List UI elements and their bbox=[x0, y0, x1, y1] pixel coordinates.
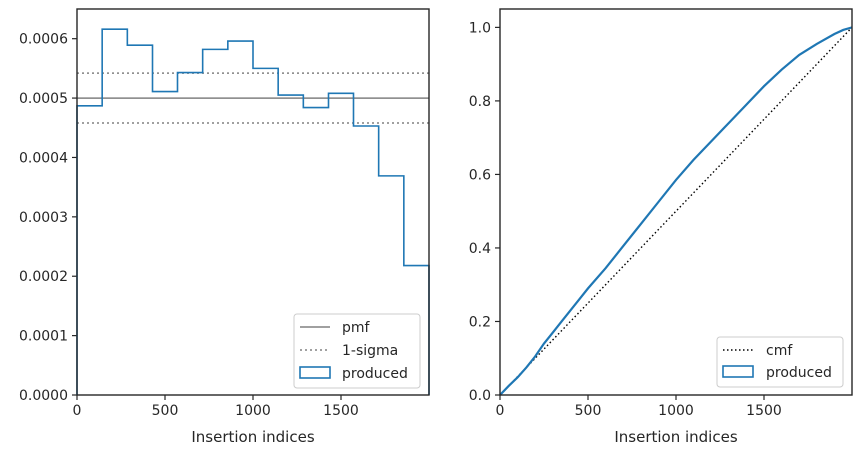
left-ytick-label: 0.0000 bbox=[19, 388, 68, 404]
right-xtick-label: 1000 bbox=[658, 403, 694, 419]
left-ytick-label: 0.0002 bbox=[19, 269, 68, 285]
left-axes-frame bbox=[76, 8, 430, 396]
left-xtick-label: 1500 bbox=[323, 403, 359, 419]
left-xtick-label: 500 bbox=[152, 403, 179, 419]
left-ytick-label: 0.0001 bbox=[19, 329, 68, 345]
right-ytick-label: 0.4 bbox=[469, 241, 491, 257]
left-xtick-label: 1000 bbox=[235, 403, 271, 419]
legend-produced-label: produced bbox=[766, 365, 832, 381]
left-legend-box bbox=[293, 313, 421, 389]
left-ytick-label: 0.0004 bbox=[19, 150, 68, 166]
produced-histogram-step bbox=[76, 28, 430, 395]
right-ytick-label: 0.6 bbox=[469, 167, 491, 183]
left-ytick-label: 0.0003 bbox=[19, 210, 68, 226]
left-legend: pmf 1-sigma produced bbox=[293, 313, 421, 389]
produced-cdf-line bbox=[499, 26, 853, 396]
right-ytick-label: 0.0 bbox=[469, 388, 491, 404]
right-legend: cmf produced bbox=[716, 336, 844, 388]
legend-produced-label: produced bbox=[342, 366, 408, 382]
right-ytick-label: 1.0 bbox=[469, 20, 491, 36]
right-xtick-label: 500 bbox=[575, 403, 602, 419]
legend-produced-swatch bbox=[299, 366, 331, 379]
left-histogram-panel: 0 500 1000 1500 0.0000 0.0001 0.0002 0.0003 0.00… bbox=[19, 8, 430, 446]
legend-sigma-label: 1-sigma bbox=[342, 343, 398, 359]
cmf-line bbox=[499, 26, 853, 396]
left-x-axis-label: Insertion indices bbox=[191, 428, 314, 446]
legend-cmf-label: cmf bbox=[766, 343, 793, 359]
right-x-axis-label: Insertion indices bbox=[614, 428, 737, 446]
right-cdf-panel: 0 500 1000 1500 0.0 0.2 0.4 0.6 0.8 1.0 Insertion … bbox=[469, 8, 853, 446]
right-axes-frame bbox=[499, 8, 853, 396]
left-ytick-label: 0.0006 bbox=[19, 32, 68, 48]
right-ytick-label: 0.8 bbox=[469, 94, 491, 110]
right-ytick-label: 0.2 bbox=[469, 314, 491, 330]
right-xtick-label: 1500 bbox=[746, 403, 782, 419]
left-xtick-label: 0 bbox=[73, 403, 82, 419]
legend-pmf-label: pmf bbox=[342, 320, 371, 336]
right-xtick-label: 0 bbox=[496, 403, 505, 419]
left-ytick-label: 0.0005 bbox=[19, 91, 68, 107]
legend-produced-swatch bbox=[722, 365, 754, 378]
